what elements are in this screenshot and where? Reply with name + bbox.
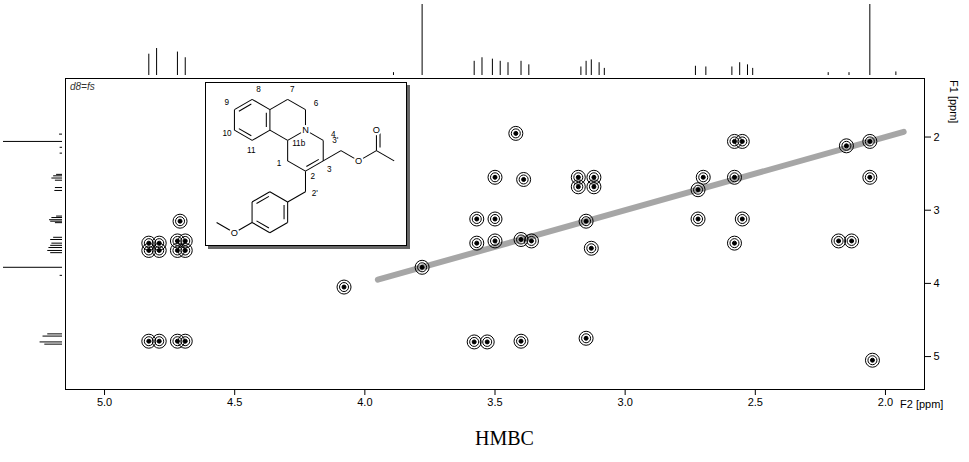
- svg-text:7: 7: [290, 85, 295, 94]
- svg-text:11b: 11b: [292, 139, 305, 148]
- svg-text:1: 1: [277, 159, 282, 168]
- svg-text:5: 5: [934, 350, 940, 362]
- svg-text:11: 11: [247, 146, 256, 155]
- svg-text:2: 2: [934, 131, 940, 143]
- svg-text:3.5: 3.5: [487, 396, 502, 408]
- html-text:d8=fs: d8=fs: [70, 81, 95, 92]
- svg-text:2: 2: [311, 172, 316, 181]
- svg-text:9: 9: [224, 98, 229, 107]
- svg-text:3': 3': [332, 136, 339, 145]
- svg-text:N: N: [302, 125, 309, 135]
- html-text:F1 [ppm]: F1 [ppm]: [948, 80, 960, 124]
- svg-text:O: O: [373, 125, 380, 135]
- svg-text:3: 3: [934, 204, 940, 216]
- svg-text:3: 3: [327, 165, 332, 174]
- svg-text:O: O: [231, 228, 238, 238]
- svg-text:4: 4: [934, 277, 940, 289]
- svg-text:4.5: 4.5: [227, 396, 242, 408]
- svg-text:8: 8: [256, 85, 261, 94]
- svg-text:10: 10: [222, 129, 232, 138]
- svg-text:5.0: 5.0: [97, 396, 112, 408]
- html-text:F2 [ppm]: F2 [ppm]: [900, 398, 944, 410]
- svg-text:2.5: 2.5: [748, 396, 763, 408]
- svg-text:3.0: 3.0: [618, 396, 633, 408]
- html-text:HMBC: HMBC: [475, 427, 534, 449]
- svg-text:4.0: 4.0: [357, 396, 372, 408]
- svg-text:6: 6: [314, 99, 319, 108]
- svg-text:2': 2': [312, 189, 319, 198]
- svg-text:O: O: [355, 156, 362, 166]
- svg-text:2.0: 2.0: [878, 396, 893, 408]
- svg-text:4: 4: [331, 130, 336, 140]
